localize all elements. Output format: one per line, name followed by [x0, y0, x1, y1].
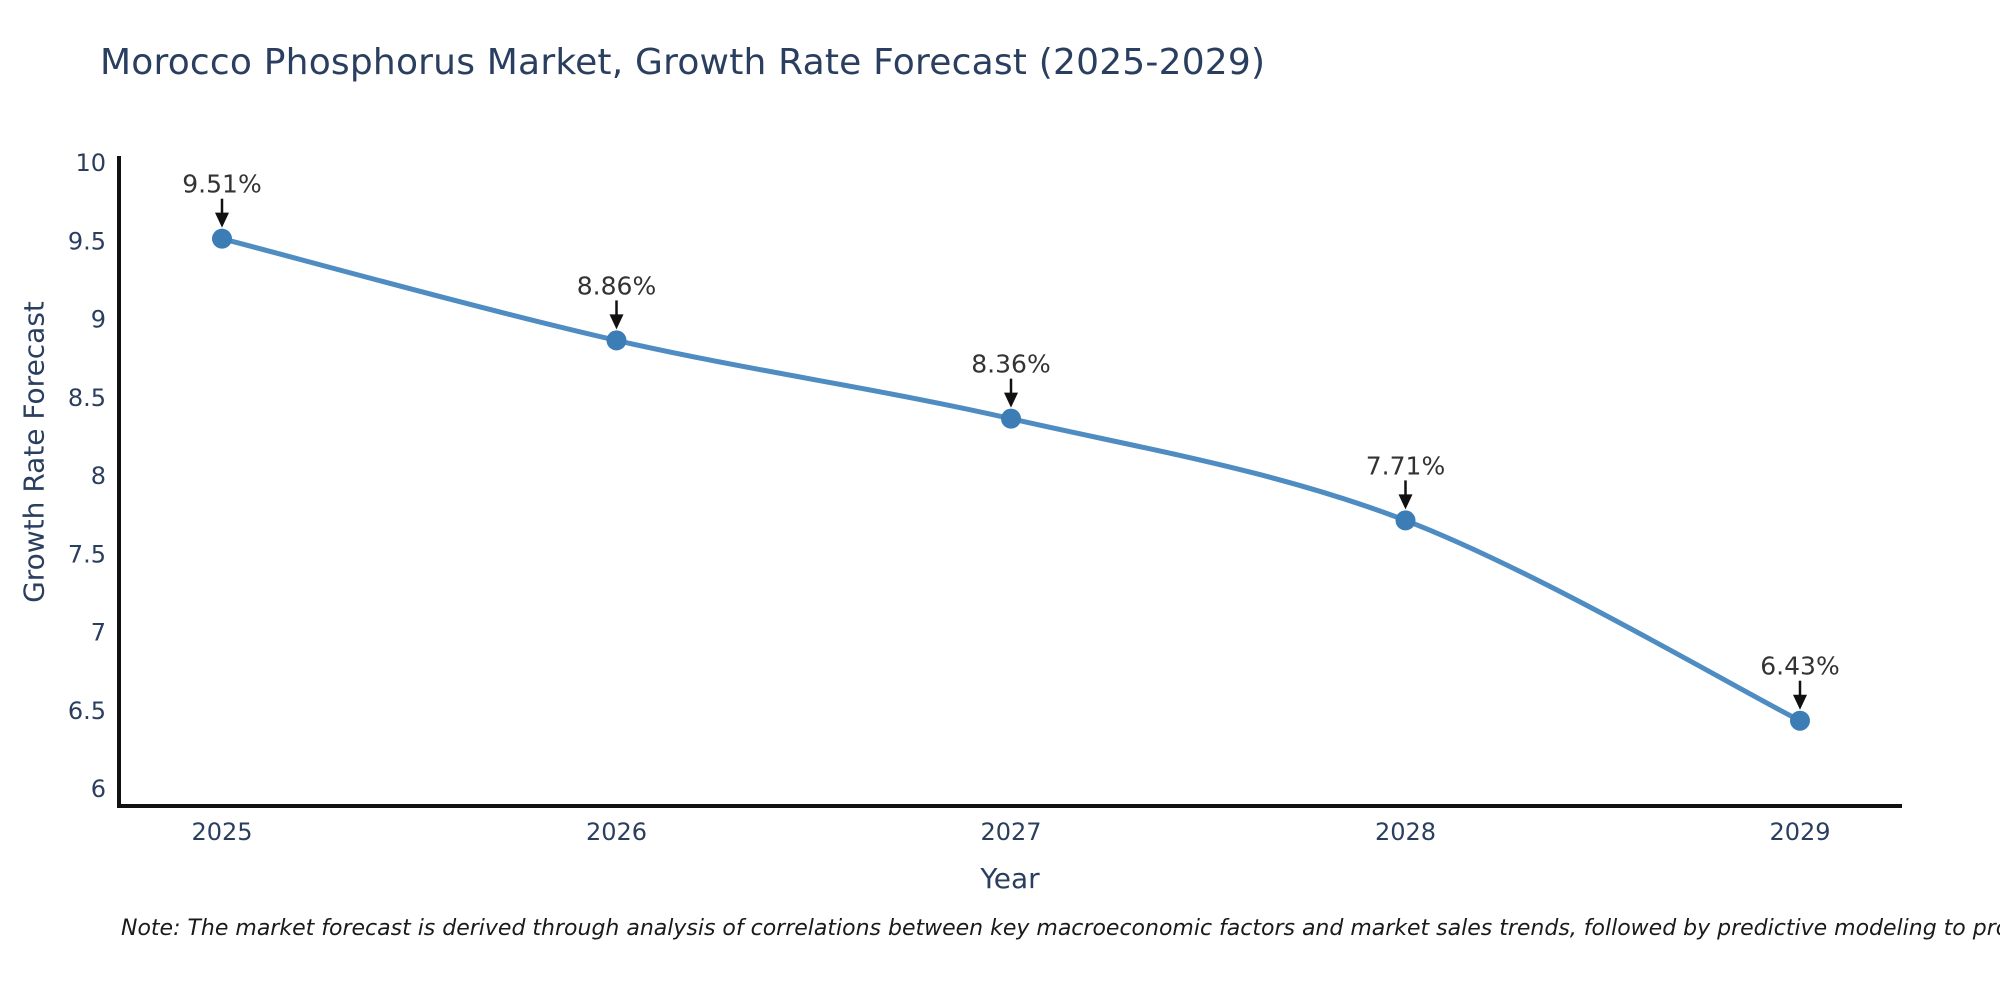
annotation-arrow-head: [215, 212, 229, 228]
axes-lines: [117, 156, 1902, 808]
data-point-label: 8.36%: [971, 350, 1050, 379]
series-line: [221, 236, 1802, 723]
y-axis-tick-label: 6.5: [68, 697, 106, 725]
y-axis-tick-label: 10: [75, 149, 106, 177]
annotation-arrow-head: [1004, 392, 1018, 408]
footnote: Note: The market forecast is derived thr…: [121, 916, 2000, 941]
data-point-marker: [606, 330, 627, 351]
annotation-arrow-head: [1793, 694, 1807, 710]
chart-title: Morocco Phosphorus Market, Growth Rate F…: [100, 42, 1266, 83]
y-axis-tick-label: 6: [91, 775, 106, 803]
x-axis-tick-label: 2028: [1375, 818, 1436, 846]
x-axis-tick-label: 2026: [586, 818, 647, 846]
x-axis-tick-label: 2025: [191, 818, 252, 846]
y-axis-tick-label: 9.5: [68, 227, 106, 255]
y-axis-tick-label: 8.5: [68, 384, 106, 412]
x-axis-tick-label: 2027: [980, 818, 1041, 846]
y-axis-tick-label: 9: [91, 306, 106, 334]
x-axis-tick-label: 2029: [1769, 818, 1830, 846]
x-axis-title: Year: [980, 862, 1040, 895]
y-axis-tick-label: 8: [91, 462, 106, 490]
data-point-label: 7.71%: [1366, 451, 1445, 480]
data-point-marker: [1790, 710, 1810, 731]
data-point-marker: [1001, 408, 1021, 429]
data-point-label: 8.86%: [577, 271, 656, 300]
annotation-arrow-head: [1398, 494, 1413, 510]
annotation-arrow-head: [609, 314, 624, 330]
y-axis-tick-label: 7: [91, 619, 106, 647]
y-axis-tick-label: 7.5: [68, 540, 106, 568]
data-point-label: 9.51%: [182, 170, 261, 199]
data-point-marker: [1395, 510, 1416, 531]
data-point-label: 6.43%: [1760, 652, 1839, 681]
data-point-marker: [212, 228, 232, 249]
